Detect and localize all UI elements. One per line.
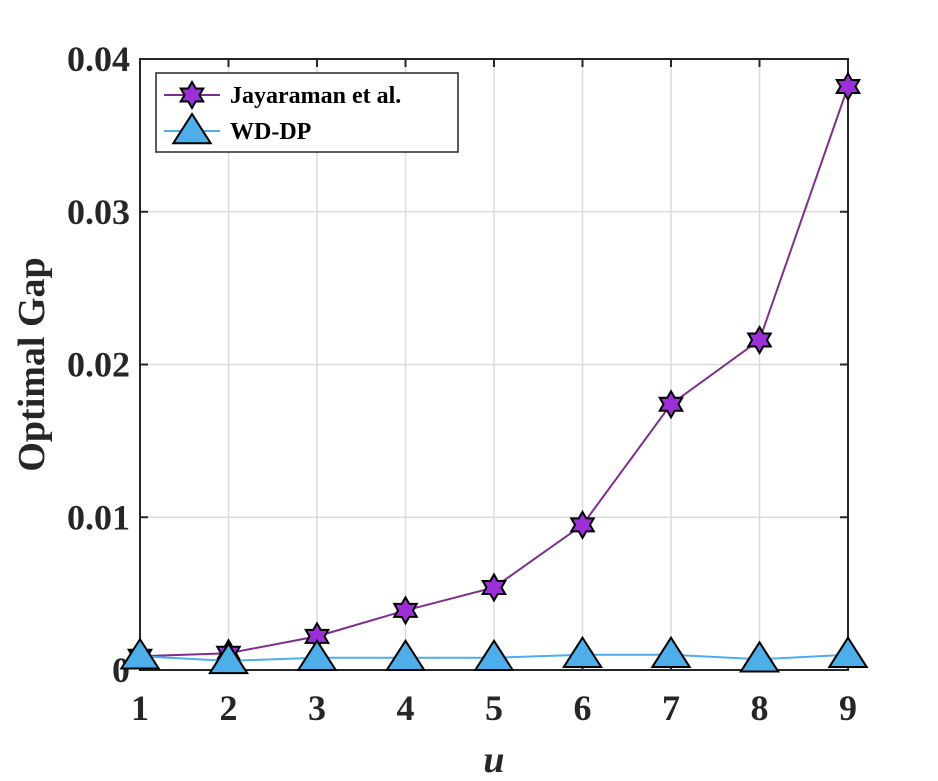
y-tick-label: 0.03: [67, 192, 130, 232]
y-tick-label: 0.02: [67, 345, 130, 385]
data-point-jayaraman-et-al: [658, 389, 684, 420]
x-tick-label: 8: [751, 688, 769, 728]
data-point-jayaraman-et-al: [481, 572, 507, 603]
x-tick-label: 2: [220, 688, 238, 728]
x-tick-labels: 1 2 3 4 5 6 7 8 9: [131, 688, 857, 728]
y-tick-label: 0: [112, 650, 130, 690]
data-point-wd-dp: [384, 638, 427, 672]
y-axis-label: Optimal Gap: [11, 257, 53, 471]
data-point-wd-dp: [473, 638, 515, 672]
data-point-wd-dp: [207, 641, 250, 675]
legend-marker-hexagram: [179, 79, 205, 111]
data-point-jayaraman-et-al: [569, 509, 596, 540]
data-point-wd-dp: [119, 637, 161, 670]
y-tick-labels: 0 0.01 0.02 0.03 0.04: [67, 39, 130, 690]
x-axis-label: u: [483, 739, 504, 781]
x-tick-label: 3: [308, 688, 326, 728]
data-point-wd-dp: [650, 635, 692, 668]
x-tick-label: 6: [574, 688, 592, 728]
x-tick-label: 7: [662, 688, 680, 728]
x-tick-label: 1: [131, 688, 149, 728]
data-point-wd-dp: [738, 640, 781, 673]
data-point-wd-dp: [296, 638, 338, 672]
x-tick-label: 9: [839, 688, 857, 728]
data-point-jayaraman-et-al: [392, 595, 419, 626]
x-tick-label: 5: [485, 688, 503, 728]
legend-label-wd-dp: WD-DP: [230, 119, 311, 145]
data-point-wd-dp: [827, 635, 869, 668]
y-tick-label: 0.01: [67, 497, 130, 537]
data-point-wd-dp: [561, 635, 604, 668]
x-tick-label: 4: [397, 688, 415, 728]
y-tick-label: 0.04: [67, 39, 130, 79]
legend-label-jayaraman: Jayaraman et al.: [230, 83, 401, 109]
legend: Jayaraman et al. WD-DP: [155, 72, 459, 153]
legend-marker-triangle: [171, 112, 213, 145]
data-point-jayaraman-et-al: [835, 71, 861, 102]
series-group: [119, 71, 869, 675]
data-point-jayaraman-et-al: [746, 325, 773, 356]
series-wd-dp: [119, 635, 869, 675]
